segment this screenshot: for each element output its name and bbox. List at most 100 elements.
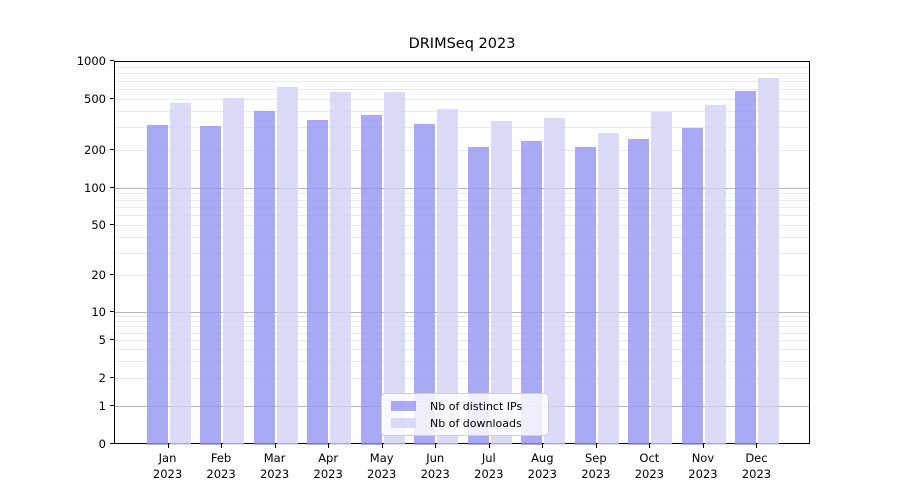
major-gridline bbox=[115, 311, 809, 313]
downloads-bar-feb bbox=[223, 98, 245, 445]
y-tick-label: 500 bbox=[84, 92, 106, 107]
minor-gridline bbox=[115, 252, 809, 254]
x-tick-mark bbox=[435, 444, 437, 448]
x-tick-mark bbox=[381, 444, 383, 448]
minor-gridline bbox=[115, 316, 809, 318]
minor-gridline bbox=[115, 111, 809, 113]
x-tick-label-dec: Dec 2023 bbox=[741, 451, 772, 481]
y-tick-label: 10 bbox=[91, 304, 106, 319]
distinct-ips-bar-jan bbox=[146, 125, 168, 445]
y-tick-label: 1 bbox=[98, 399, 106, 414]
x-tick-label-sep: Sep 2023 bbox=[581, 451, 611, 481]
minor-gridline bbox=[115, 80, 809, 82]
y-tick-label: 200 bbox=[84, 142, 106, 157]
y-tick-label: 50 bbox=[91, 218, 106, 233]
x-tick-label-oct: Oct 2023 bbox=[634, 451, 665, 481]
downloads-bar-jan bbox=[169, 103, 191, 445]
downloads-bar-nov bbox=[704, 105, 726, 445]
distinct-ips-bar-mar bbox=[253, 110, 275, 445]
y-tick-mark bbox=[110, 339, 114, 341]
y-tick-mark bbox=[110, 443, 114, 444]
legend-label-downloads: Nb of downloads bbox=[430, 416, 522, 430]
downloads-bar-mar bbox=[276, 86, 298, 445]
minor-gridline bbox=[115, 127, 809, 129]
x-tick-mark bbox=[756, 444, 758, 448]
minor-gridline bbox=[115, 274, 809, 276]
minor-gridline bbox=[115, 193, 809, 195]
y-tick-label: 20 bbox=[91, 267, 106, 282]
x-tick-label-feb: Feb 2023 bbox=[206, 451, 236, 481]
y-tick-label: 1000 bbox=[76, 54, 106, 68]
y-tick-mark bbox=[110, 405, 114, 407]
distinct-ips-bar-sep bbox=[574, 146, 596, 445]
minor-gridline bbox=[115, 215, 809, 217]
downloads-bar-sep bbox=[597, 132, 619, 445]
x-tick-label-nov: Nov 2023 bbox=[688, 451, 718, 481]
minor-gridline bbox=[115, 225, 809, 227]
downloads-bar-dec bbox=[758, 78, 780, 445]
downloads-bar-jun bbox=[437, 108, 459, 445]
x-tick-label-jul: Jul 2023 bbox=[474, 451, 504, 481]
chart-title: DRIMSeq 2023 bbox=[408, 36, 516, 52]
minor-gridline bbox=[115, 89, 809, 91]
x-tick-mark bbox=[649, 444, 651, 448]
distinct-ips-bar-jul bbox=[467, 146, 489, 445]
minor-gridline bbox=[115, 99, 809, 101]
minor-gridline bbox=[115, 377, 809, 379]
y-tick-mark bbox=[110, 60, 114, 61]
y-tick-label: 0 bbox=[98, 437, 106, 451]
downloads-bar-oct bbox=[651, 111, 673, 445]
y-tick-mark bbox=[110, 224, 114, 226]
y-tick-label: 2 bbox=[98, 370, 106, 385]
x-tick-mark bbox=[328, 444, 330, 448]
downloads-bar-jul bbox=[490, 120, 512, 445]
y-tick-mark bbox=[110, 98, 114, 100]
distinct-ips-bar-dec bbox=[735, 91, 757, 445]
x-tick-label-jan: Jan 2023 bbox=[152, 451, 183, 481]
distinct-ips-bar-aug bbox=[521, 141, 543, 445]
x-tick-mark bbox=[221, 444, 223, 448]
distinct-ips-bar-feb bbox=[200, 126, 222, 445]
x-tick-label-may: May 2023 bbox=[367, 451, 397, 481]
minor-gridline bbox=[115, 320, 809, 322]
major-gridline bbox=[115, 187, 809, 189]
distinct-ips-bar-nov bbox=[681, 127, 703, 445]
minor-gridline bbox=[115, 332, 809, 334]
y-tick-label: 100 bbox=[84, 180, 106, 195]
x-tick-label-mar: Mar 2023 bbox=[259, 451, 290, 481]
minor-gridline bbox=[115, 206, 809, 208]
y-tick-mark bbox=[110, 186, 114, 188]
downloads-bar-apr bbox=[330, 91, 352, 445]
distinct-ips-bar-apr bbox=[307, 120, 329, 445]
x-tick-label-aug: Aug 2023 bbox=[527, 451, 557, 481]
minor-gridline bbox=[115, 349, 809, 351]
downloads-swatch bbox=[391, 418, 416, 428]
minor-gridline bbox=[115, 361, 809, 363]
x-tick-mark bbox=[595, 444, 597, 448]
minor-gridline bbox=[115, 66, 809, 68]
minor-gridline bbox=[115, 237, 809, 239]
x-tick-label-jun: Jun 2023 bbox=[420, 451, 450, 481]
minor-gridline bbox=[115, 340, 809, 342]
minor-gridline bbox=[115, 73, 809, 75]
legend-row-distinct-ips: Nb of distinct IPs bbox=[391, 400, 548, 413]
x-tick-mark bbox=[488, 444, 490, 448]
minor-gridline bbox=[115, 199, 809, 201]
legend: Nb of distinct IPs Nb of downloads bbox=[381, 393, 549, 436]
y-tick-mark bbox=[110, 273, 114, 275]
y-tick-label: 5 bbox=[98, 333, 106, 348]
y-tick-mark bbox=[110, 310, 114, 312]
legend-label-distinct-ips: Nb of distinct IPs bbox=[430, 399, 523, 413]
legend-row-downloads: Nb of downloads bbox=[391, 417, 548, 430]
x-tick-mark bbox=[542, 444, 544, 448]
plot-area: Nb of distinct IPs Nb of downloads bbox=[114, 61, 810, 445]
distinct-ips-bar-oct bbox=[628, 139, 650, 445]
x-tick-label-apr: Apr 2023 bbox=[313, 451, 343, 481]
x-tick-mark bbox=[274, 444, 276, 448]
distinct-ips-bar-jun bbox=[414, 124, 436, 445]
downloads-bar-aug bbox=[544, 118, 566, 445]
minor-gridline bbox=[115, 149, 809, 151]
minor-gridline bbox=[115, 326, 809, 328]
x-tick-mark bbox=[167, 444, 169, 448]
